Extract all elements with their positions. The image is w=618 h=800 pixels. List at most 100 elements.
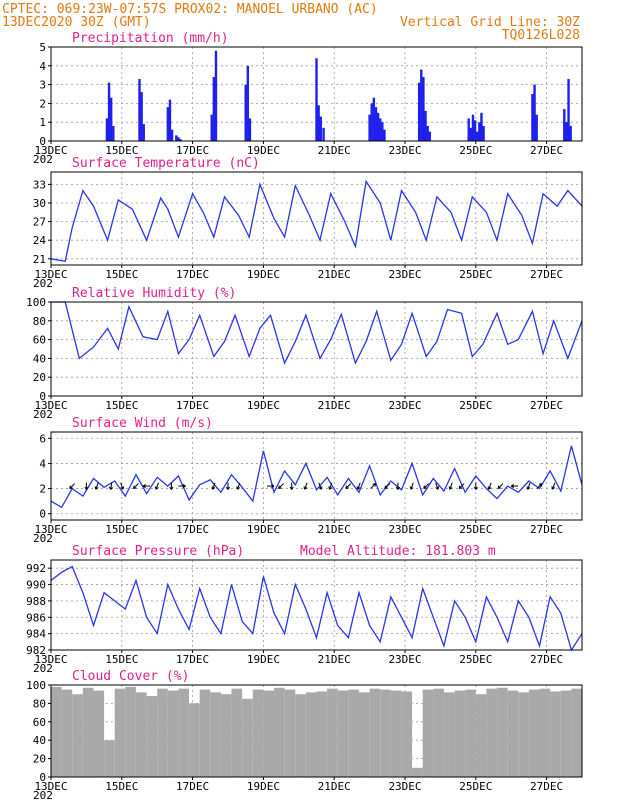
wind-arrow-head	[527, 487, 531, 490]
wind-arrow-shaft	[449, 482, 453, 490]
cloud-bar	[231, 688, 243, 777]
wind-arrow	[458, 483, 465, 490]
humidity-frame	[50, 301, 583, 397]
precip-bar	[379, 118, 382, 141]
wind-arrow	[84, 482, 89, 490]
cloud-bar	[114, 688, 126, 777]
precipitation-xtick-label: 21DEC	[318, 144, 351, 157]
wind-arrow-shaft	[236, 482, 241, 490]
temperature-ytick-label: 33	[33, 178, 46, 191]
humidity-xtick-label: 25DEC	[459, 399, 492, 412]
precipitation-xtick-label: 13DEC	[34, 144, 67, 157]
cloud-bar	[199, 689, 211, 777]
precip-bar	[420, 69, 423, 141]
precip-bar	[426, 125, 429, 141]
precipitation-ytick-label: 4	[39, 60, 46, 73]
wind-arrow	[120, 482, 125, 490]
precip-bar	[109, 97, 113, 141]
wind-arrow-head	[155, 487, 159, 490]
wind-arrow	[132, 483, 139, 490]
wind-arrow	[289, 482, 294, 490]
cloud-bar	[507, 690, 519, 777]
wind-arrow-shaft	[552, 482, 556, 490]
wind-arrow-head	[329, 487, 333, 490]
pressure-ytick-label: 982	[26, 644, 46, 657]
wind-arrow-shaft	[435, 482, 439, 490]
wind-arrow-shaft	[133, 483, 139, 489]
wind-arrow-head	[510, 485, 515, 489]
temperature-title: Surface Temperature (nC)	[72, 156, 260, 171]
wind-xtick-label: 27DEC	[530, 523, 563, 536]
precip-bar	[376, 112, 380, 141]
precip-bar	[107, 82, 111, 141]
cloud-xtick-label: 25DEC	[459, 780, 492, 793]
temperature-xtick-label: 23DEC	[388, 268, 421, 281]
temperature-ytick-label: 24	[33, 234, 47, 247]
cloud-bar	[422, 689, 434, 777]
cloud-bar	[560, 690, 572, 777]
precip-bar	[565, 122, 568, 141]
wind-xtick-label: 21DEC	[318, 523, 351, 536]
wind-arrow-head	[552, 487, 556, 490]
precip-bar	[467, 118, 470, 141]
temperature-xtick-label: 25DEC	[459, 268, 492, 281]
pressure-frame	[50, 559, 583, 651]
pressure-xtick-label: 27DEC	[530, 653, 563, 666]
cloud-bar	[465, 689, 476, 777]
precip-bar	[372, 97, 376, 141]
wind-arrow-head	[291, 486, 294, 490]
wind-arrow-head	[410, 487, 414, 490]
cloud-xtick-label: 15DEC	[105, 780, 138, 793]
wind-arrow-shaft	[488, 482, 492, 490]
wind-arrow-head	[170, 486, 174, 490]
precip-bar	[368, 114, 371, 141]
precipitation-ytick-label: 0	[39, 135, 46, 148]
wind-arrow-shaft	[110, 482, 113, 490]
precip-bar	[383, 129, 386, 141]
wind-arrow-shaft	[423, 483, 430, 489]
cloud-xtick-label: 27DEC	[530, 780, 563, 793]
precipitation-ytick-label: 2	[39, 97, 46, 110]
wind-arrow	[178, 484, 186, 489]
wind-arrow	[236, 482, 241, 490]
precip-bar	[177, 137, 180, 141]
cloud-bar	[189, 703, 200, 777]
wind-arrow	[303, 482, 308, 490]
humidity-xtick-label: 13DEC	[34, 399, 67, 412]
wind-arrow	[356, 482, 361, 490]
precipitation-xtick-label: 17DEC	[176, 144, 209, 157]
temperature-year-label: 202	[33, 277, 53, 290]
wind-xtick-label: 25DEC	[459, 523, 492, 536]
wind-arrow-head	[538, 483, 543, 485]
cloud-ytick-label: 100	[26, 679, 46, 692]
wind-frame	[50, 431, 583, 521]
precip-bar	[315, 58, 318, 141]
pressure-xtick-label: 25DEC	[459, 653, 492, 666]
temperature-xtick-label: 27DEC	[530, 268, 563, 281]
precip-bar	[473, 120, 477, 141]
precip-bar	[480, 112, 483, 141]
wind-arrow-head	[488, 487, 492, 490]
cloud-bar	[550, 691, 561, 777]
precipitation-ytick-label: 1	[39, 116, 46, 129]
precip-bar	[417, 82, 421, 141]
header-grid-line: Vertical Grid Line: 30Z	[400, 15, 580, 30]
cloud-frame	[50, 684, 583, 778]
cloud-bar	[220, 694, 232, 777]
precip-bar	[212, 77, 216, 141]
cloud-ytick-label: 80	[33, 697, 46, 710]
pressure-xtick-label: 13DEC	[34, 653, 67, 666]
precip-bar	[105, 118, 109, 141]
humidity-ytick-label: 0	[39, 390, 46, 403]
cloud-bar	[242, 698, 253, 777]
wind-arrow-shaft	[527, 482, 531, 490]
temperature-panel: 21 24 27 30 33 13DEC 15DEC 17DEC 19DEC 21DEC 23DEC…	[33, 156, 583, 290]
pressure-ytick-label: 990	[26, 579, 46, 592]
wind-arrow-head	[397, 486, 400, 490]
wind-ytick-label: 0	[39, 508, 46, 521]
temperature-xtick-label: 13DEC	[34, 268, 67, 281]
precip-bar	[166, 107, 170, 141]
precip-bar	[370, 103, 373, 141]
humidity-ytick-label: 60	[33, 334, 46, 347]
pressure-series-line	[50, 565, 583, 652]
